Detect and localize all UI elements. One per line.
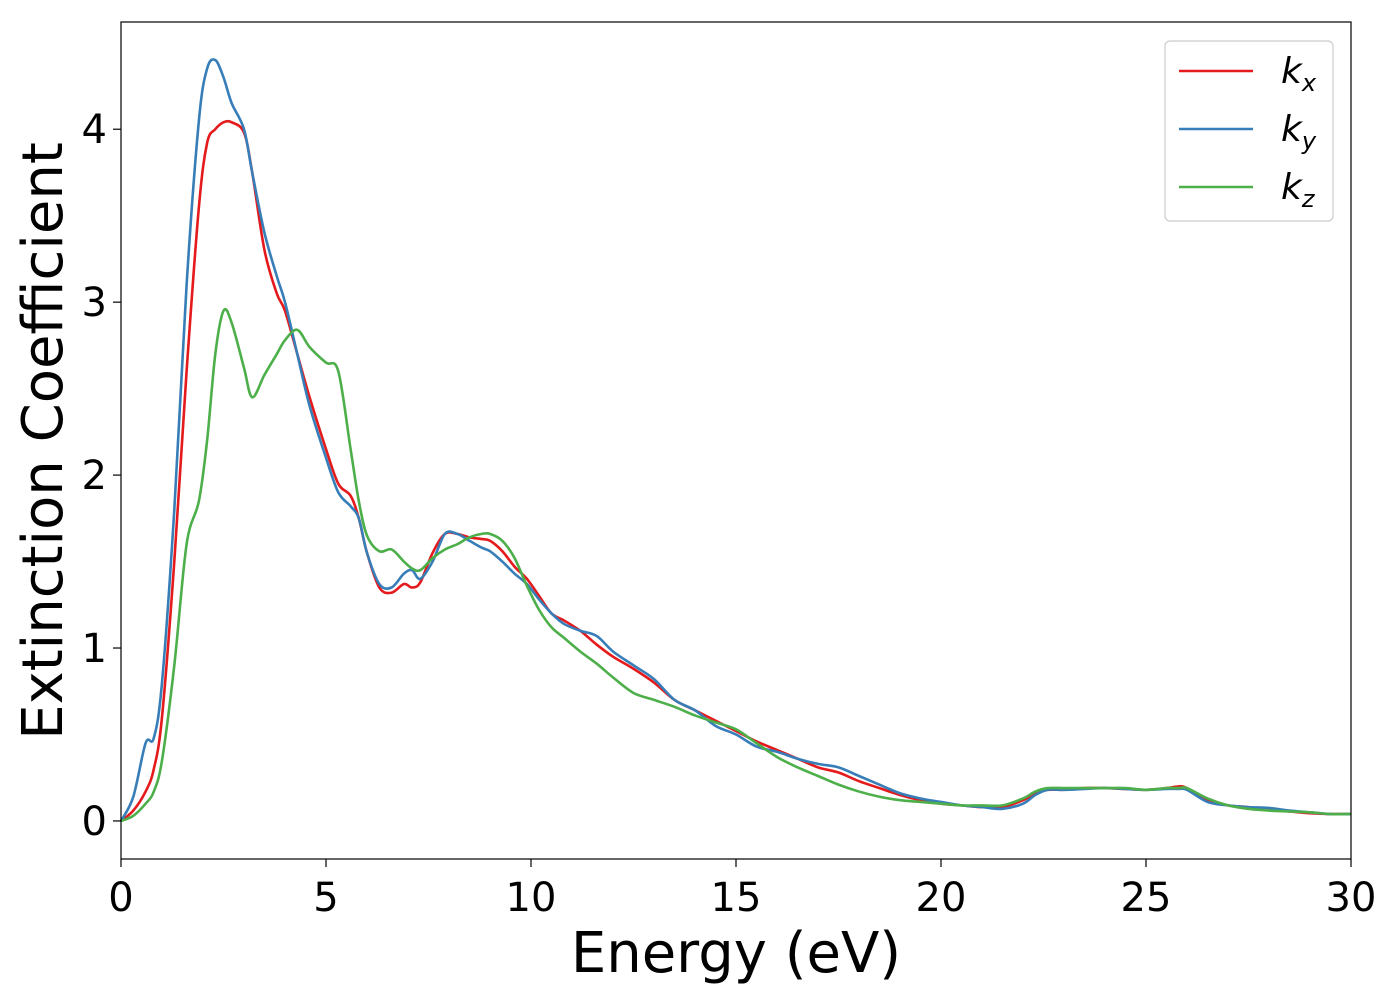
x-tick-label: 20 [916, 875, 967, 921]
x-tick-label: 25 [1121, 875, 1172, 921]
plot-background [121, 22, 1351, 859]
x-tick-label: 0 [108, 875, 133, 921]
y-tick-label: 4 [82, 107, 107, 153]
x-axis-label: Energy (eV) [571, 921, 901, 986]
y-axis-label: Extinction Coefficient [11, 142, 76, 740]
legend-label-z: kz [1281, 167, 1316, 213]
y-tick-label: 0 [82, 799, 107, 845]
x-tick-label: 5 [313, 875, 338, 921]
series-line-z [120, 307, 1352, 823]
x-axis-ticks: 0 5 10 15 20 25 30 [108, 859, 1376, 921]
legend: kx ky kz [1164, 40, 1334, 222]
series-lines [119, 58, 1352, 823]
legend-box [1164, 40, 1334, 222]
y-tick-label: 3 [82, 280, 107, 326]
y-tick-label: 2 [82, 453, 107, 499]
legend-label-y: ky [1281, 109, 1317, 155]
x-tick-label: 15 [711, 875, 762, 921]
legend-label-x: kx [1281, 51, 1317, 97]
x-tick-label: 30 [1326, 875, 1377, 921]
x-tick-label: 10 [506, 875, 557, 921]
y-tick-label: 1 [82, 626, 107, 672]
y-axis-ticks: 0 1 2 3 4 [82, 107, 121, 845]
